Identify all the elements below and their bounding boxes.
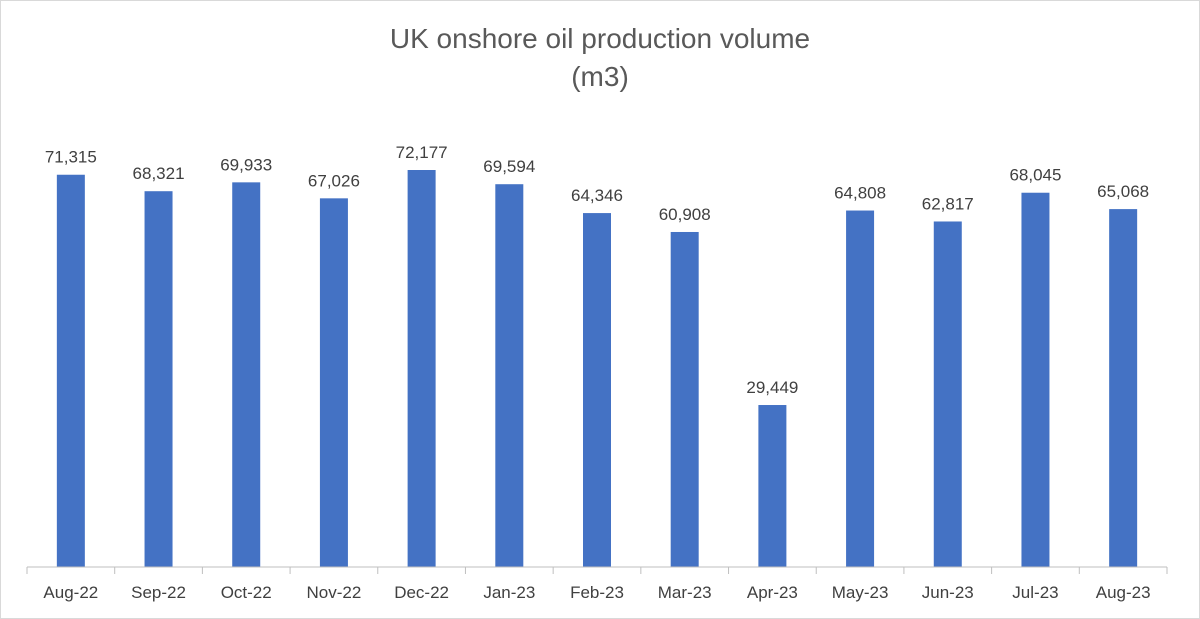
x-tick-label: Dec-22	[394, 583, 449, 602]
x-tick-label: May-23	[832, 583, 889, 602]
x-tick-label: Jan-23	[483, 583, 535, 602]
bars-group	[56, 170, 1138, 568]
bar	[407, 170, 436, 567]
x-tick-label: Apr-23	[747, 583, 798, 602]
chart-title-line: UK onshore oil production volume	[389, 23, 811, 54]
bar	[758, 405, 787, 567]
x-axis: Aug-22 Sep-22 Oct-22 Nov-22 Dec-22 Jan-23 Feb-…	[26, 566, 1168, 602]
bar	[583, 213, 611, 568]
data-label: 69,933	[220, 155, 272, 174]
data-label: 72,177	[396, 143, 448, 162]
x-tick-label: Aug-23	[1096, 583, 1151, 602]
data-label: 68,321	[133, 164, 185, 183]
data-label: 65,068	[1097, 182, 1149, 201]
data-labels-group: 71,315 68,321 69,933 67,026 72,177 69,594 64,3…	[45, 143, 1149, 397]
data-label: 62,817	[922, 194, 974, 213]
data-label: 64,808	[834, 184, 886, 203]
data-label: 60,908	[659, 205, 711, 224]
bar	[144, 191, 173, 567]
bar	[56, 174, 85, 567]
data-label: 71,315	[45, 148, 97, 167]
data-label: 69,594	[483, 157, 535, 176]
x-tick-label: Aug-22	[43, 583, 98, 602]
chart-subtitle: (m3)	[571, 61, 629, 92]
bar	[495, 184, 524, 567]
data-label: 68,045	[1009, 166, 1061, 185]
x-tick-label: Mar-23	[658, 583, 712, 602]
chart-title: UK onshore oil production volume (m3)	[0, 20, 1200, 96]
bar	[1021, 192, 1050, 567]
bar	[846, 210, 875, 567]
data-label: 29,449	[746, 378, 798, 397]
x-tick-label: Feb-23	[570, 583, 624, 602]
x-tick-label: Nov-22	[307, 583, 362, 602]
bar	[670, 231, 699, 567]
bar	[319, 198, 348, 567]
x-tick-label: Sep-22	[131, 583, 186, 602]
x-tick-label: Oct-22	[221, 583, 272, 602]
data-label: 67,026	[308, 171, 360, 190]
bar	[1109, 209, 1138, 567]
x-tick-label: Jul-23	[1012, 583, 1058, 602]
x-tick-label: Jun-23	[922, 583, 974, 602]
data-label: 64,346	[571, 186, 623, 205]
bar	[933, 221, 962, 567]
bar	[232, 182, 261, 567]
